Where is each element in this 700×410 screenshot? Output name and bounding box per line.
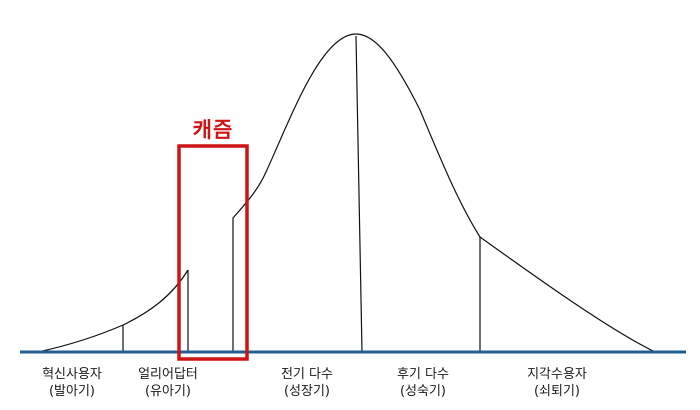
segment-label-late-majority: 후기 다수 (성숙기) — [397, 366, 449, 400]
segment-stage: (발아기) — [48, 384, 96, 399]
segment-name: 얼리어답터 — [138, 367, 198, 382]
segment-stage: (쇠퇴기) — [533, 384, 581, 399]
adoption-curve-left — [37, 269, 189, 353]
segment-name: 혁신사용자 — [42, 367, 102, 382]
segment-label-early-adopters: 얼리어답터 (유아기) — [138, 366, 198, 400]
segment-stage: (성숙기) — [399, 384, 447, 399]
segment-name: 전기 다수 — [281, 367, 333, 382]
chasm-box — [177, 144, 249, 361]
segment-stage: (성장기) — [283, 384, 331, 399]
segment-label-early-majority: 전기 다수 (성장기) — [281, 366, 333, 400]
segment-label-innovators: 혁신사용자 (발아기) — [42, 366, 102, 400]
segment-name: 후기 다수 — [397, 367, 449, 382]
peak-divider — [355, 35, 363, 353]
segment-label-laggards: 지각수용자 (쇠퇴기) — [527, 366, 587, 400]
segment-name: 지각수용자 — [527, 367, 587, 382]
adoption-curve-right — [232, 33, 656, 353]
chasm-title: 캐즘 — [192, 118, 234, 142]
segment-stage: (유아기) — [144, 384, 192, 399]
